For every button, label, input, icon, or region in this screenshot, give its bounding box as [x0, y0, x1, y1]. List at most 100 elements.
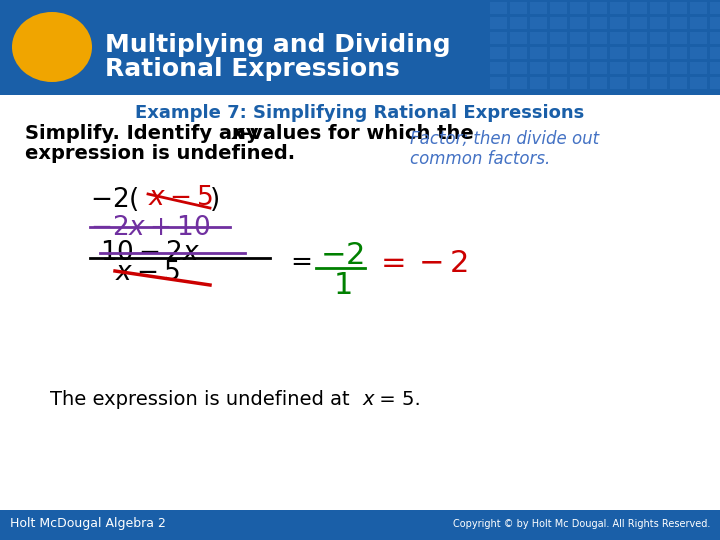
- Text: $-2x + 10$: $-2x + 10$: [90, 215, 211, 240]
- FancyBboxPatch shape: [530, 2, 547, 14]
- FancyBboxPatch shape: [710, 17, 720, 29]
- Text: x: x: [363, 390, 374, 409]
- FancyBboxPatch shape: [0, 0, 720, 95]
- FancyBboxPatch shape: [710, 47, 720, 59]
- Text: x: x: [232, 124, 245, 143]
- FancyBboxPatch shape: [590, 17, 607, 29]
- FancyBboxPatch shape: [650, 17, 667, 29]
- Text: $-2$: $-2$: [320, 240, 364, 271]
- FancyBboxPatch shape: [550, 62, 567, 74]
- FancyBboxPatch shape: [490, 17, 507, 29]
- FancyBboxPatch shape: [670, 77, 687, 89]
- FancyBboxPatch shape: [490, 32, 507, 44]
- Ellipse shape: [12, 12, 92, 82]
- Text: The expression is undefined at: The expression is undefined at: [50, 390, 356, 409]
- FancyBboxPatch shape: [550, 47, 567, 59]
- FancyBboxPatch shape: [530, 62, 547, 74]
- FancyBboxPatch shape: [710, 77, 720, 89]
- FancyBboxPatch shape: [690, 17, 707, 29]
- FancyBboxPatch shape: [690, 47, 707, 59]
- FancyBboxPatch shape: [570, 2, 587, 14]
- Text: $10 - 2x$: $10 - 2x$: [100, 240, 201, 265]
- Text: $x - 5$: $x - 5$: [115, 260, 180, 285]
- FancyBboxPatch shape: [0, 510, 720, 540]
- Text: Holt McDougal Algebra 2: Holt McDougal Algebra 2: [10, 517, 166, 530]
- FancyBboxPatch shape: [490, 47, 507, 59]
- FancyBboxPatch shape: [630, 47, 647, 59]
- FancyBboxPatch shape: [590, 62, 607, 74]
- FancyBboxPatch shape: [510, 47, 527, 59]
- FancyBboxPatch shape: [530, 77, 547, 89]
- Text: common factors.: common factors.: [410, 150, 550, 168]
- Text: Factor; then divide out: Factor; then divide out: [410, 130, 599, 148]
- Text: Rational Expressions: Rational Expressions: [105, 57, 400, 81]
- Text: Example 7: Simplifying Rational Expressions: Example 7: Simplifying Rational Expressi…: [135, 104, 585, 122]
- FancyBboxPatch shape: [650, 77, 667, 89]
- FancyBboxPatch shape: [670, 2, 687, 14]
- Text: Simplify. Identify any: Simplify. Identify any: [25, 124, 266, 143]
- FancyBboxPatch shape: [610, 47, 627, 59]
- FancyBboxPatch shape: [590, 32, 607, 44]
- FancyBboxPatch shape: [670, 32, 687, 44]
- FancyBboxPatch shape: [670, 62, 687, 74]
- FancyBboxPatch shape: [510, 17, 527, 29]
- FancyBboxPatch shape: [710, 32, 720, 44]
- FancyBboxPatch shape: [530, 32, 547, 44]
- FancyBboxPatch shape: [710, 62, 720, 74]
- FancyBboxPatch shape: [670, 17, 687, 29]
- FancyBboxPatch shape: [530, 47, 547, 59]
- FancyBboxPatch shape: [510, 32, 527, 44]
- FancyBboxPatch shape: [490, 62, 507, 74]
- FancyBboxPatch shape: [650, 32, 667, 44]
- FancyBboxPatch shape: [650, 62, 667, 74]
- FancyBboxPatch shape: [550, 77, 567, 89]
- FancyBboxPatch shape: [650, 2, 667, 14]
- FancyBboxPatch shape: [610, 32, 627, 44]
- FancyBboxPatch shape: [570, 62, 587, 74]
- FancyBboxPatch shape: [630, 77, 647, 89]
- FancyBboxPatch shape: [630, 17, 647, 29]
- FancyBboxPatch shape: [630, 2, 647, 14]
- Text: Copyright © by Holt Mc Dougal. All Rights Reserved.: Copyright © by Holt Mc Dougal. All Right…: [453, 519, 710, 529]
- Text: Multiplying and Dividing: Multiplying and Dividing: [105, 33, 451, 57]
- Text: $=$: $=$: [285, 248, 311, 273]
- FancyBboxPatch shape: [590, 47, 607, 59]
- FancyBboxPatch shape: [610, 2, 627, 14]
- FancyBboxPatch shape: [630, 62, 647, 74]
- FancyBboxPatch shape: [570, 47, 587, 59]
- FancyBboxPatch shape: [650, 47, 667, 59]
- FancyBboxPatch shape: [610, 77, 627, 89]
- FancyBboxPatch shape: [570, 17, 587, 29]
- FancyBboxPatch shape: [490, 2, 507, 14]
- Text: -values for which the: -values for which the: [242, 124, 474, 143]
- FancyBboxPatch shape: [690, 62, 707, 74]
- Text: $x - 5$: $x - 5$: [148, 185, 213, 210]
- FancyBboxPatch shape: [0, 95, 720, 540]
- FancyBboxPatch shape: [550, 32, 567, 44]
- FancyBboxPatch shape: [590, 2, 607, 14]
- FancyBboxPatch shape: [510, 2, 527, 14]
- FancyBboxPatch shape: [630, 32, 647, 44]
- Text: expression is undefined.: expression is undefined.: [25, 144, 295, 163]
- Text: $= -2$: $= -2$: [375, 248, 468, 279]
- FancyBboxPatch shape: [670, 47, 687, 59]
- Text: = 5.: = 5.: [373, 390, 420, 409]
- FancyBboxPatch shape: [490, 77, 507, 89]
- FancyBboxPatch shape: [550, 2, 567, 14]
- FancyBboxPatch shape: [510, 77, 527, 89]
- FancyBboxPatch shape: [530, 17, 547, 29]
- FancyBboxPatch shape: [710, 2, 720, 14]
- FancyBboxPatch shape: [590, 77, 607, 89]
- FancyBboxPatch shape: [610, 17, 627, 29]
- Text: $-2($: $-2($: [90, 185, 139, 213]
- FancyBboxPatch shape: [690, 2, 707, 14]
- FancyBboxPatch shape: [570, 77, 587, 89]
- Text: $)$: $)$: [209, 185, 219, 213]
- FancyBboxPatch shape: [690, 32, 707, 44]
- FancyBboxPatch shape: [610, 62, 627, 74]
- FancyBboxPatch shape: [510, 62, 527, 74]
- FancyBboxPatch shape: [690, 77, 707, 89]
- FancyBboxPatch shape: [570, 32, 587, 44]
- Text: $1$: $1$: [333, 270, 351, 301]
- FancyBboxPatch shape: [550, 17, 567, 29]
